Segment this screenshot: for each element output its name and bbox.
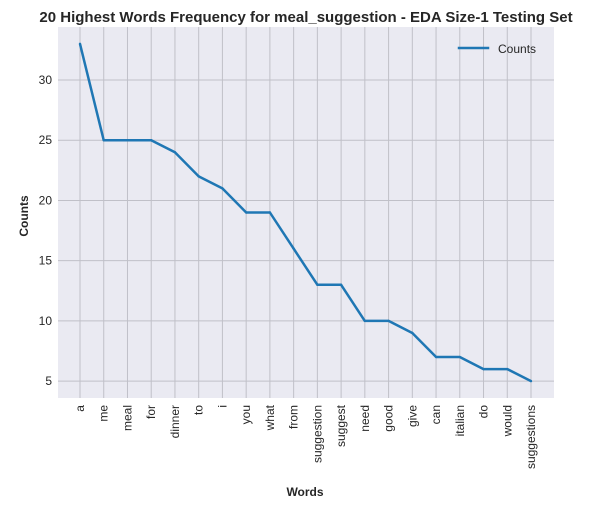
data-point <box>529 379 533 383</box>
x-axis-label: Words <box>286 485 323 499</box>
x-tick-label: i <box>215 405 229 408</box>
x-tick-label: to <box>192 405 206 415</box>
data-point <box>268 211 272 214</box>
data-point <box>221 187 224 190</box>
x-tick-label: suggest <box>334 404 348 447</box>
x-tick-label: me <box>97 405 111 422</box>
data-point <box>316 283 319 286</box>
data-point <box>292 247 295 250</box>
x-tick-label: suggestions <box>524 405 538 469</box>
data-point <box>102 139 105 142</box>
data-point <box>78 42 82 46</box>
data-point <box>387 319 390 323</box>
x-tick-labels: a me meal for dinner to i you what from suggestion… <box>73 404 538 469</box>
x-tick-label: a <box>73 405 87 412</box>
x-tick-label: give <box>405 405 419 427</box>
data-point <box>363 319 367 323</box>
y-tick-label: 15 <box>39 254 53 268</box>
y-tick-label: 25 <box>39 133 53 147</box>
data-point <box>244 211 248 214</box>
data-point <box>173 151 177 154</box>
y-tick-label: 20 <box>39 193 53 207</box>
x-tick-label: good <box>382 405 396 432</box>
data-point <box>482 367 485 371</box>
x-tick-label: suggestion <box>310 405 324 463</box>
data-point <box>434 355 438 359</box>
y-tick-labels: 5 10 15 20 25 30 <box>39 73 53 388</box>
x-tick-label: need <box>358 405 372 432</box>
x-tick-label: from <box>287 405 301 429</box>
y-axis-label: Counts <box>17 195 31 237</box>
x-tick-label: would <box>500 405 514 437</box>
data-point <box>126 139 129 142</box>
data-point <box>458 355 461 359</box>
x-tick-label: can <box>429 405 443 424</box>
data-point <box>506 367 509 371</box>
y-tick-label: 5 <box>45 374 52 388</box>
data-point <box>150 139 153 142</box>
data-point <box>411 331 414 335</box>
x-tick-label: for <box>144 405 158 419</box>
x-tick-label: do <box>477 405 491 419</box>
x-tick-label: italian <box>453 405 467 436</box>
x-tick-label: you <box>239 405 253 424</box>
x-tick-label: dinner <box>168 405 182 438</box>
y-tick-label: 10 <box>39 314 53 328</box>
series-line-counts <box>78 43 532 383</box>
data-point <box>197 175 200 178</box>
chart-title: 20 Highest Words Frequency for meal_sugg… <box>39 9 572 26</box>
data-point <box>339 283 343 286</box>
x-tick-label: what <box>263 404 277 431</box>
x-tick-label: meal <box>120 405 134 431</box>
legend-label-counts: Counts <box>498 42 536 56</box>
legend: Counts <box>457 42 536 56</box>
series-layer <box>78 42 533 383</box>
plot-area <box>58 27 554 398</box>
y-tick-label: 30 <box>39 73 53 87</box>
